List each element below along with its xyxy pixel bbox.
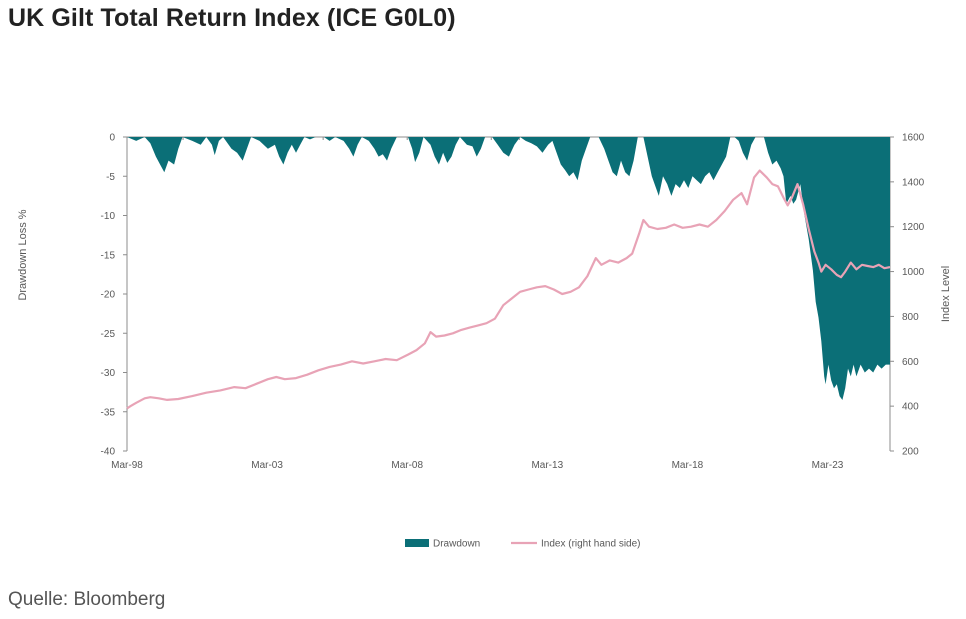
y-right-tick-label: 400 — [902, 402, 919, 413]
y-left-tick-label: -15 — [101, 250, 116, 261]
y-left-tick-label: 0 — [109, 133, 115, 144]
legend-label-drawdown: Drawdown — [433, 539, 480, 550]
y-left-tick-label: -5 — [106, 172, 115, 183]
x-tick-label: Mar-08 — [391, 460, 423, 471]
x-tick-label: Mar-13 — [531, 460, 563, 471]
y-right-tick-label: 600 — [902, 357, 919, 368]
y-left-tick-label: -20 — [101, 290, 116, 301]
legend-swatch-drawdown — [405, 539, 429, 547]
y-axis-left-label: Drawdown Loss % — [17, 209, 29, 300]
x-tick-label: Mar-98 — [111, 460, 143, 471]
y-left-tick-label: -30 — [101, 368, 116, 379]
legend: Drawdown Index (right hand side) — [405, 539, 641, 550]
y-right-tick-label: 200 — [902, 447, 919, 458]
y-right-tick-label: 1400 — [902, 177, 925, 188]
y-left-tick-label: -25 — [101, 329, 116, 340]
chart-title: UK Gilt Total Return Index (ICE G0L0) — [8, 4, 456, 32]
y-right-tick-label: 800 — [902, 312, 919, 323]
legend-label-index: Index (right hand side) — [541, 539, 641, 550]
y-right-tick-label: 1200 — [902, 222, 925, 233]
chart-labels: Drawdown Loss % Index Level 0 -5 -10 -15 -20… — [17, 133, 952, 472]
y-left-tick-label: -10 — [101, 211, 116, 222]
index-line — [126, 169, 891, 410]
y-axis-right-label: Index Level — [940, 266, 952, 322]
x-tick-label: Mar-18 — [672, 460, 704, 471]
y-right-tick-label: 1600 — [902, 133, 925, 144]
x-tick-label: Mar-03 — [251, 460, 283, 471]
y-right-tick-label: 1000 — [902, 267, 925, 278]
drawdown-area — [127, 137, 890, 400]
y-left-tick-label: -40 — [101, 447, 116, 458]
index-line-layer — [126, 169, 891, 410]
y-left-tick-label: -35 — [101, 407, 116, 418]
drawdown-area-layer — [127, 137, 890, 400]
chart-axes — [123, 136, 894, 452]
source-note: Quelle: Bloomberg — [8, 589, 166, 610]
x-tick-label: Mar-23 — [812, 460, 844, 471]
